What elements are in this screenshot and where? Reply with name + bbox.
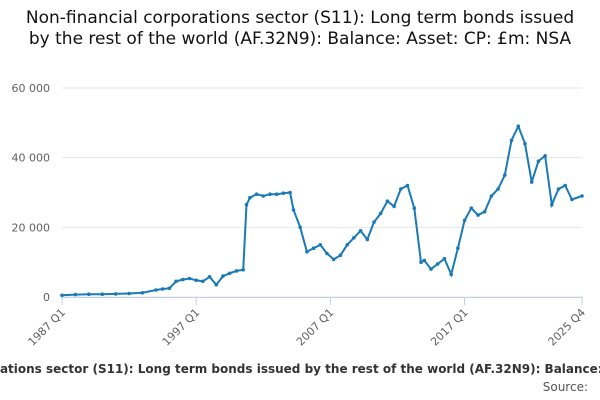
data-point[interactable] xyxy=(550,202,554,207)
data-point[interactable] xyxy=(194,278,198,283)
data-point[interactable] xyxy=(73,292,78,297)
data-point[interactable] xyxy=(298,225,303,230)
data-point[interactable] xyxy=(482,209,487,214)
data-point[interactable] xyxy=(529,180,534,184)
series-line xyxy=(61,123,583,297)
legend-series-label[interactable]: Non-financial corporations sector (S11):… xyxy=(0,362,600,376)
data-point[interactable] xyxy=(365,237,370,242)
x-tick-label: 2025 Q4 xyxy=(546,306,589,349)
data-point[interactable] xyxy=(352,236,356,240)
data-point[interactable] xyxy=(244,202,249,207)
data-point[interactable] xyxy=(392,204,396,209)
data-point[interactable] xyxy=(503,173,507,177)
data-point[interactable] xyxy=(100,292,105,297)
data-point[interactable] xyxy=(234,269,239,273)
data-point[interactable] xyxy=(318,243,323,247)
series-points xyxy=(60,124,584,298)
data-point[interactable] xyxy=(570,197,574,202)
data-point[interactable] xyxy=(288,190,292,195)
data-point[interactable] xyxy=(207,275,212,279)
y-axis-ticks: 0 20 000 40 000 60 000 xyxy=(12,82,51,304)
data-point[interactable] xyxy=(429,267,433,271)
data-point[interactable] xyxy=(60,293,64,298)
data-point[interactable] xyxy=(345,243,350,247)
data-point[interactable] xyxy=(241,268,245,272)
data-point[interactable] xyxy=(399,187,403,191)
x-tick-label: 2017 Q1 xyxy=(428,306,471,349)
data-point[interactable] xyxy=(469,206,474,210)
data-point[interactable] xyxy=(556,187,561,191)
data-point[interactable] xyxy=(543,154,547,158)
data-point[interactable] xyxy=(261,194,266,198)
x-tick-label: 2007 Q1 xyxy=(294,306,337,349)
data-point[interactable] xyxy=(248,195,252,200)
legend[interactable]: Non-financial corporations sector (S11):… xyxy=(0,362,600,380)
data-point[interactable] xyxy=(412,206,417,210)
source-label: Source: xyxy=(542,380,588,394)
data-point[interactable] xyxy=(462,218,467,223)
data-point[interactable] xyxy=(331,257,336,262)
data-point[interactable] xyxy=(442,256,447,261)
data-point[interactable] xyxy=(127,291,131,296)
y-tick-label: 40 000 xyxy=(12,152,51,165)
data-point[interactable] xyxy=(372,220,376,224)
chart-title: Non-financial corporations sector (S11):… xyxy=(25,8,575,49)
data-point[interactable] xyxy=(338,253,343,257)
data-point[interactable] xyxy=(523,141,527,146)
data-point[interactable] xyxy=(405,183,410,188)
data-point[interactable] xyxy=(476,213,480,217)
data-point[interactable] xyxy=(325,251,329,256)
x-tick-label: 1987 Q1 xyxy=(26,306,69,349)
data-point[interactable] xyxy=(509,138,514,143)
data-point[interactable] xyxy=(87,292,91,297)
data-point[interactable] xyxy=(167,286,172,291)
data-point[interactable] xyxy=(254,192,259,196)
data-point[interactable] xyxy=(419,260,423,265)
y-tick-label: 0 xyxy=(43,291,50,304)
data-point[interactable] xyxy=(385,199,390,203)
data-point[interactable] xyxy=(214,283,219,287)
data-point[interactable] xyxy=(281,191,286,195)
data-point[interactable] xyxy=(358,229,363,233)
data-point[interactable] xyxy=(140,291,145,295)
data-point[interactable] xyxy=(516,124,521,129)
data-point[interactable] xyxy=(181,277,185,282)
data-point[interactable] xyxy=(268,192,272,196)
gridlines xyxy=(62,87,582,298)
data-point[interactable] xyxy=(174,279,178,284)
data-point[interactable] xyxy=(456,246,460,250)
x-axis-ticks: 1987 Q1 1997 Q1 2007 Q1 2017 Q1 2025 Q4 xyxy=(26,297,589,349)
x-tick-label: 1997 Q1 xyxy=(160,306,203,349)
data-point[interactable] xyxy=(449,272,454,277)
data-point[interactable] xyxy=(187,276,192,281)
data-point[interactable] xyxy=(580,194,584,198)
data-point[interactable] xyxy=(221,274,225,278)
data-point[interactable] xyxy=(154,288,158,292)
data-point[interactable] xyxy=(311,246,316,250)
y-tick-label: 60 000 xyxy=(12,82,51,95)
data-point[interactable] xyxy=(201,279,205,284)
data-point[interactable] xyxy=(536,159,541,163)
data-point[interactable] xyxy=(291,208,296,212)
data-point[interactable] xyxy=(496,187,500,191)
data-point[interactable] xyxy=(489,194,494,198)
data-point[interactable] xyxy=(160,287,165,291)
data-point[interactable] xyxy=(422,258,427,263)
data-point[interactable] xyxy=(378,211,383,216)
data-point[interactable] xyxy=(113,292,118,296)
data-point[interactable] xyxy=(435,262,440,266)
y-tick-label: 20 000 xyxy=(12,221,51,234)
data-point[interactable] xyxy=(274,192,279,196)
data-point[interactable] xyxy=(563,183,567,188)
data-point[interactable] xyxy=(227,271,232,276)
data-point[interactable] xyxy=(305,249,309,254)
